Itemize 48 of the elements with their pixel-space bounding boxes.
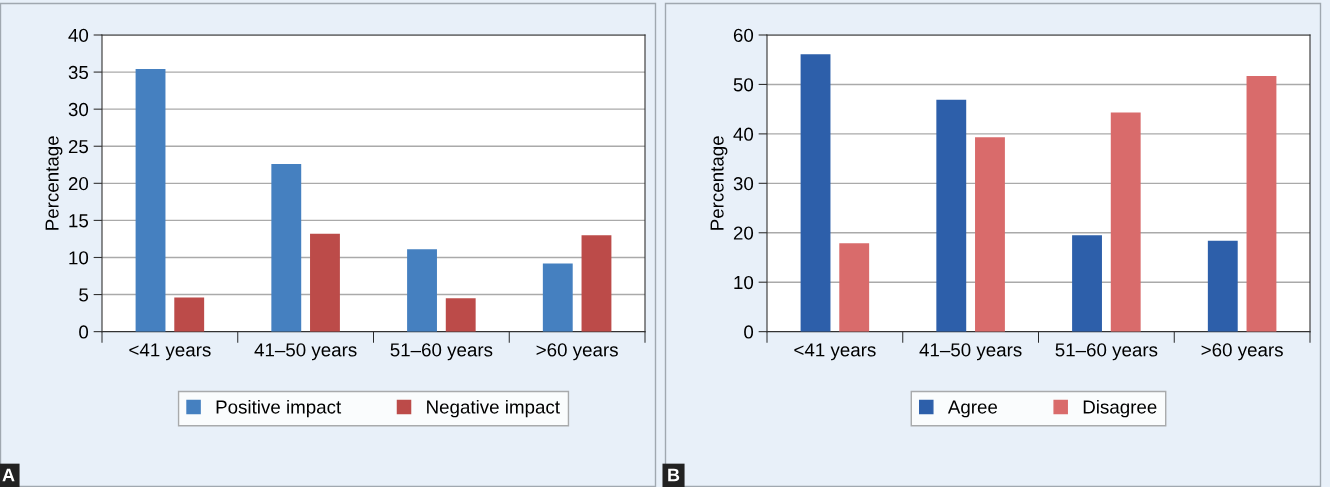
bar bbox=[542, 263, 573, 332]
legend-label: Agree bbox=[947, 400, 998, 418]
y-tick-label: 30 bbox=[733, 177, 754, 191]
bar bbox=[445, 298, 476, 332]
y-tick-label: 20 bbox=[68, 177, 89, 191]
legend-label: Negative impact bbox=[427, 399, 560, 418]
bar bbox=[1110, 112, 1141, 332]
text: A bbox=[2, 468, 15, 482]
bar bbox=[936, 99, 967, 332]
bar bbox=[1207, 240, 1238, 332]
y-tick-label: 20 bbox=[733, 226, 754, 240]
y-tick-label: 40 bbox=[733, 127, 754, 141]
bar bbox=[975, 137, 1005, 332]
y-tick-label: 50 bbox=[733, 78, 754, 92]
y-tick-label: 25 bbox=[68, 139, 89, 154]
x-tick-label: <41 years bbox=[794, 343, 876, 361]
y-tick-label: 30 bbox=[68, 102, 89, 117]
x-tick-label: 41–50 years bbox=[254, 343, 357, 361]
bar bbox=[839, 243, 870, 332]
y-tick-label: 35 bbox=[68, 65, 89, 80]
x-tick-label: >60 years bbox=[536, 343, 618, 361]
x-tick-label: 51–60 years bbox=[390, 343, 493, 361]
legend-label: Disagree bbox=[1083, 399, 1157, 418]
y-tick-label: 60 bbox=[733, 28, 754, 42]
y-tick-label: 10 bbox=[69, 251, 89, 265]
bar bbox=[1246, 76, 1277, 332]
bar bbox=[271, 164, 302, 332]
bar bbox=[581, 235, 612, 332]
x-tick-label: 41–50 years bbox=[919, 343, 1022, 361]
y-tick-label: 0 bbox=[79, 325, 89, 339]
y-tick-label: 10 bbox=[734, 275, 754, 290]
bar bbox=[407, 249, 437, 332]
text: B bbox=[668, 468, 680, 482]
x-tick-label: <41 years bbox=[129, 343, 211, 361]
bar bbox=[174, 297, 205, 332]
y-axis-title: Percentage bbox=[45, 136, 63, 230]
x-tick-label: >60 years bbox=[1201, 343, 1283, 361]
y-tick-label: 0 bbox=[744, 325, 754, 339]
x-tick-label: 51–60 years bbox=[1055, 343, 1158, 361]
y-tick-label: 40 bbox=[68, 28, 89, 42]
y-tick-label: 15 bbox=[69, 214, 89, 228]
y-tick-label: 5 bbox=[79, 288, 89, 302]
y-axis-title: Percentage bbox=[710, 136, 728, 230]
bar bbox=[135, 69, 166, 332]
bar bbox=[800, 54, 831, 332]
bar bbox=[310, 233, 340, 332]
bar bbox=[1072, 235, 1102, 332]
legend-label: Positive impact bbox=[216, 399, 342, 418]
